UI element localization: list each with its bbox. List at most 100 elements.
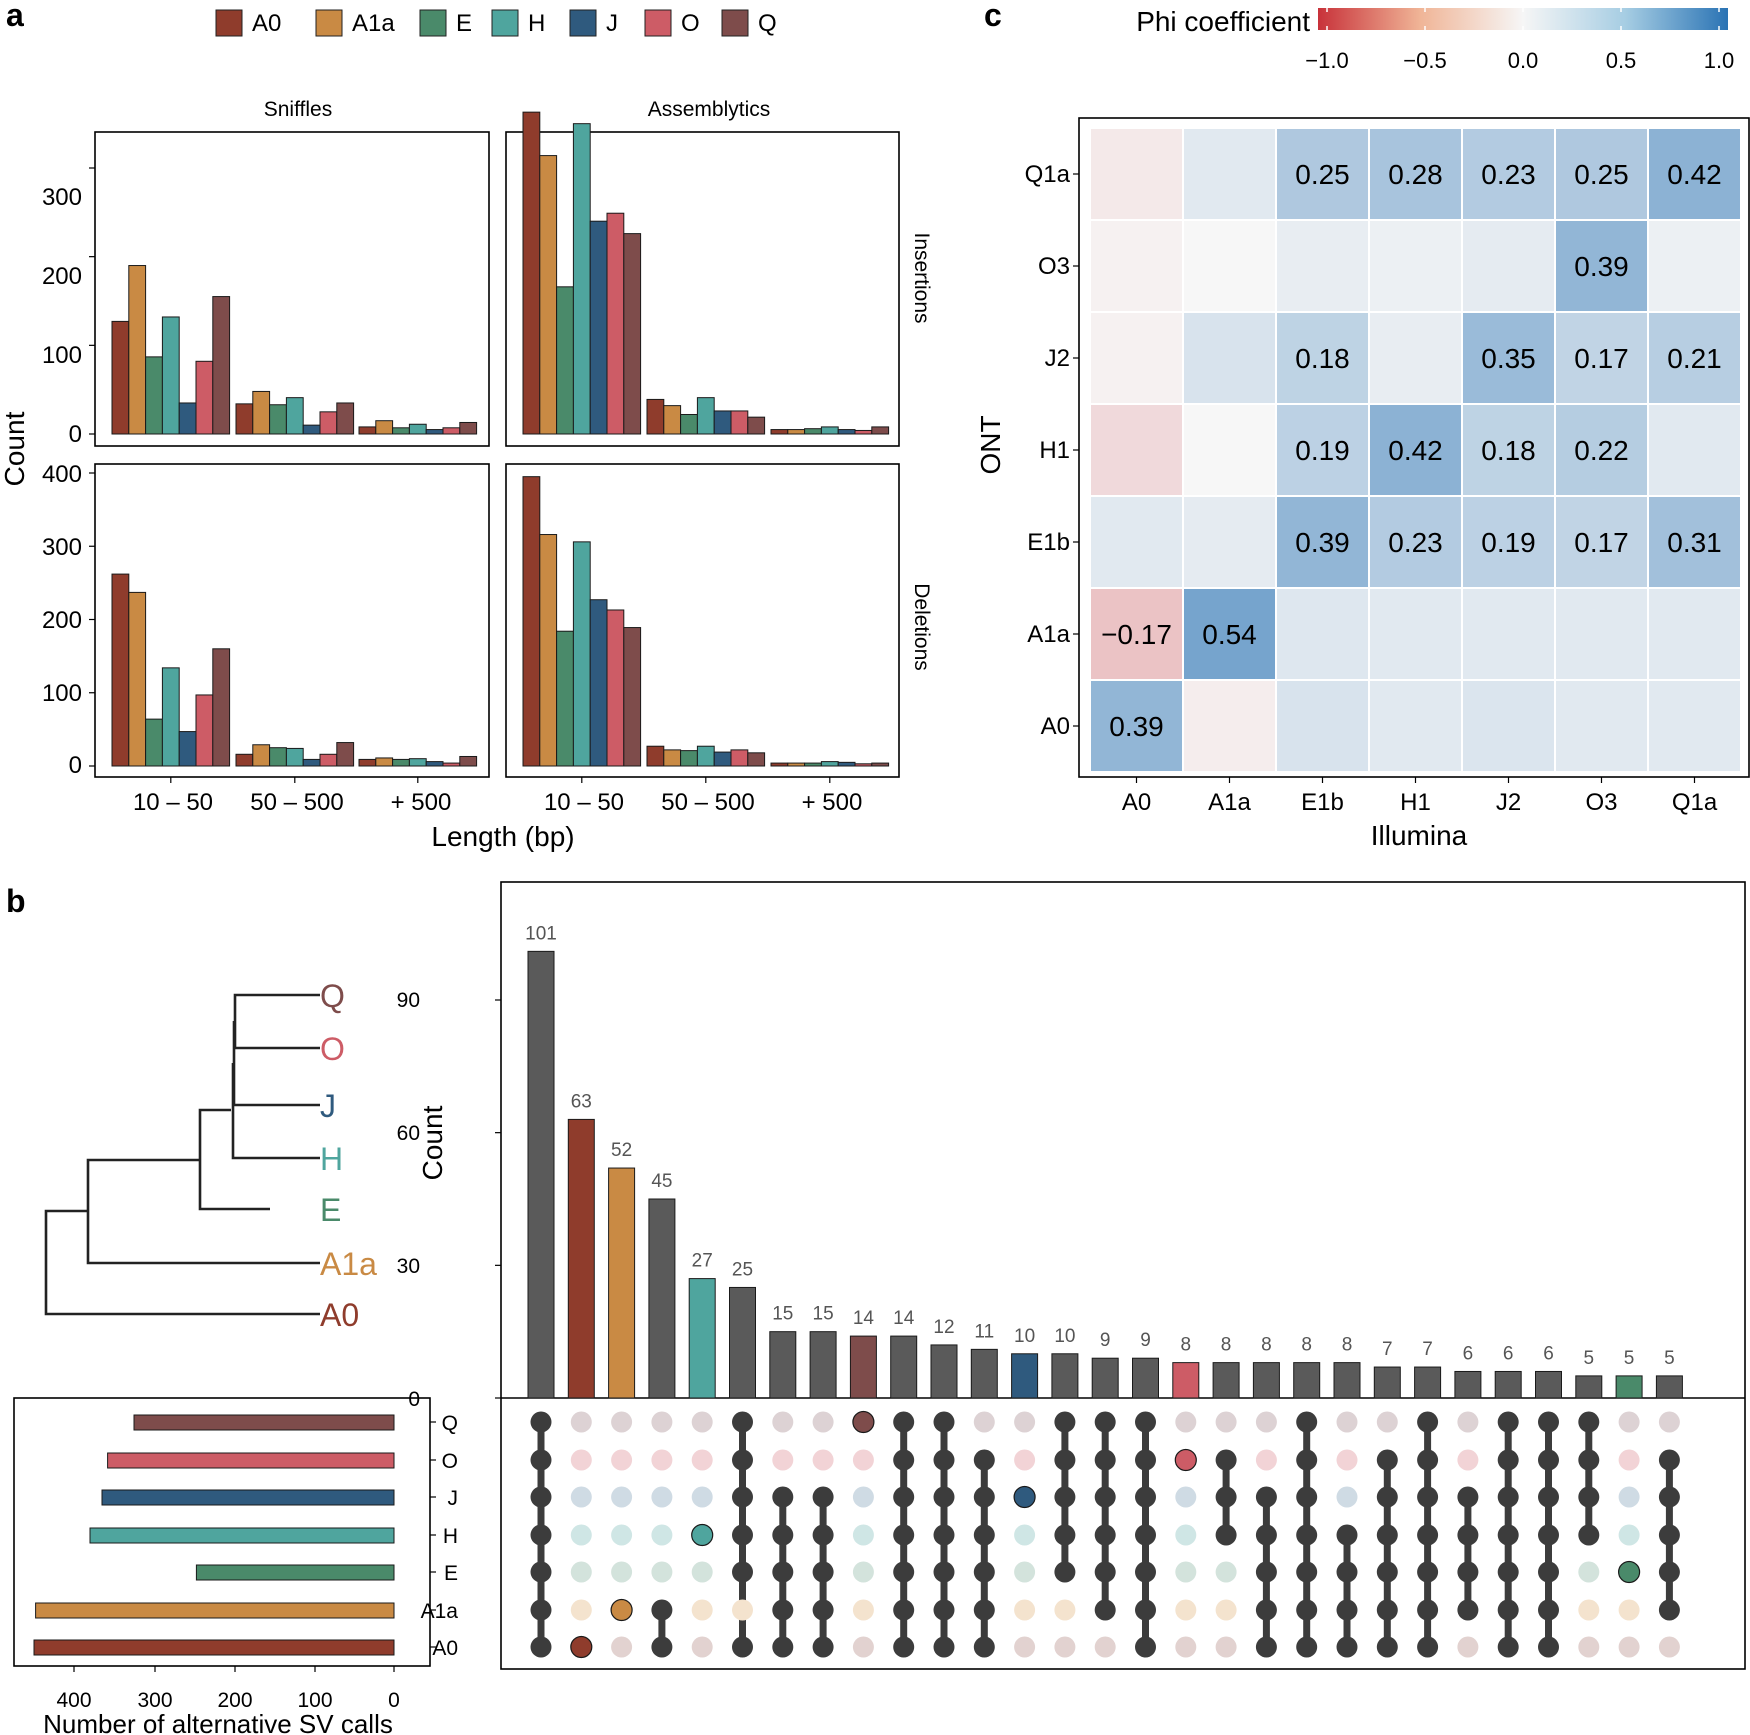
colorbar-tick-label: 0.5 <box>1606 48 1637 73</box>
bar-Assemblytics-Deletions-H <box>820 761 839 767</box>
heatmap-cell-J2-Q1a <box>1649 313 1740 403</box>
membership-dot-filled <box>1296 1449 1318 1471</box>
intersection-count-label: 14 <box>853 1308 875 1329</box>
membership-dot-filled <box>1336 1561 1358 1583</box>
heatmap-cell-E1b-J2 <box>1463 497 1554 587</box>
bar-Sniffles-Deletions-Q <box>459 755 478 767</box>
heatmap-cell-O3-H1 <box>1370 221 1461 311</box>
membership-dot-empty <box>852 1524 874 1546</box>
membership-dot-filled <box>1135 1561 1156 1583</box>
intersection-count-label: 45 <box>651 1171 672 1192</box>
heatmap-y-tick-label: J2 <box>1045 345 1070 372</box>
heatmap-cell-label: 0.39 <box>1295 527 1350 558</box>
membership-dot-filled <box>772 1486 794 1508</box>
heatmap-y-tick-label: O3 <box>1038 253 1070 280</box>
panel-a-faceted-bar-chart: Sniffles Assemblytics Insertions Deletio… <box>0 98 933 852</box>
membership-dot-filled <box>893 1636 915 1658</box>
y-tick-label: 400 <box>42 461 82 488</box>
bar-Assemblytics-Insertions-Q <box>747 416 766 435</box>
set-label-Q: Q <box>442 1412 458 1435</box>
heatmap-cell-A1a-O3 <box>1556 589 1647 679</box>
membership-dot-filled <box>1094 1524 1116 1546</box>
membership-dot-filled <box>1497 1411 1519 1433</box>
legend-label-A1a: A1a <box>352 10 395 37</box>
bar-Assemblytics-Deletions-E <box>804 762 822 767</box>
membership-dot-filled <box>893 1524 915 1546</box>
bar-Sniffles-Deletions-E <box>392 758 410 767</box>
set-size-bar-J <box>101 1489 395 1506</box>
intersection-count-label: 15 <box>772 1304 793 1325</box>
intersection-count-label: 8 <box>1342 1335 1353 1356</box>
membership-dot-filled <box>1457 1561 1479 1583</box>
membership-dot-filled <box>852 1410 875 1434</box>
intersection-bar <box>1454 1370 1482 1399</box>
membership-dot-empty <box>1014 1411 1036 1433</box>
membership-dot-filled <box>1135 1449 1156 1471</box>
legend-swatch-H <box>491 9 519 37</box>
legend-swatch-A0 <box>215 9 243 37</box>
facet-row-deletions: Deletions <box>910 583 933 671</box>
heatmap-y-tick-label: Q1a <box>1025 161 1071 188</box>
intersection-count-label: 6 <box>1503 1343 1514 1364</box>
membership-dot-filled <box>1054 1524 1076 1546</box>
heatmap-x-tick-label: Q1a <box>1672 789 1718 816</box>
membership-dot-empty <box>691 1599 713 1621</box>
bar-Sniffles-Deletions-O <box>319 753 338 767</box>
intersection-bar <box>608 1167 636 1399</box>
set-size-bar-Q <box>133 1414 395 1431</box>
bar-Assemblytics-Insertions-O <box>854 429 873 435</box>
membership-dot-filled <box>1255 1524 1277 1546</box>
intersection-bar <box>1132 1357 1159 1399</box>
membership-dot-filled <box>1417 1524 1439 1546</box>
membership-dot-filled <box>1417 1561 1439 1583</box>
heatmap-cell-Q1a-H1 <box>1370 129 1461 219</box>
set-label-A0: A0 <box>432 1637 458 1660</box>
membership-dot-filled <box>530 1449 552 1471</box>
membership-dot-empty <box>1175 1636 1197 1658</box>
legend-swatch-J <box>569 9 597 37</box>
heatmap-cell-label: 0.39 <box>1109 711 1164 742</box>
intersection-count-label: 9 <box>1140 1330 1151 1351</box>
bar-Assemblytics-Deletions-A1a <box>663 749 682 767</box>
membership-dot-filled <box>772 1561 794 1583</box>
heatmap-cell-label: 0.54 <box>1202 619 1257 650</box>
colorbar-tick-label: −1.0 <box>1305 48 1348 73</box>
heatmap-cell-A0-A0 <box>1091 681 1182 771</box>
dendrogram-branch <box>44 1209 320 1316</box>
intersection-count-label: 6 <box>1463 1343 1474 1364</box>
membership-dot-filled <box>732 1636 753 1658</box>
heatmap-cell-label: 0.25 <box>1574 159 1629 190</box>
heatmap-cell-J2-O3 <box>1556 313 1647 403</box>
heatmap-cell-J2-H1 <box>1370 313 1461 403</box>
bar-Assemblytics-Insertions-A1a <box>663 405 682 435</box>
legend-label-A0: A0 <box>252 10 281 37</box>
membership-dot-empty <box>570 1599 592 1621</box>
intersection-count-label: 14 <box>893 1308 915 1329</box>
intersection-bar <box>769 1331 797 1399</box>
dendrogram-branch <box>86 1158 320 1265</box>
intersection-bar <box>567 1118 595 1399</box>
heatmap-cell-label: 0.17 <box>1574 527 1629 558</box>
membership-dot-empty <box>1215 1599 1237 1621</box>
membership-dot-filled <box>893 1411 915 1433</box>
membership-dot-filled <box>732 1449 753 1471</box>
bar-Sniffles-Insertions-A0 <box>235 403 254 435</box>
heatmap-cell-label: −0.17 <box>1101 619 1172 650</box>
heatmap-cell-O3-O3 <box>1556 221 1647 311</box>
membership-dot-empty <box>1457 1636 1479 1658</box>
y-tick-label: 90 <box>397 989 420 1012</box>
membership-dot-empty <box>1618 1636 1640 1658</box>
dendrogram-branch <box>233 993 320 1050</box>
heatmap-cell-label: 0.23 <box>1481 159 1536 190</box>
membership-dot-filled <box>1497 1524 1519 1546</box>
heatmap-cell-E1b-E1b <box>1277 497 1368 587</box>
membership-dot-empty <box>651 1524 673 1546</box>
membership-dot-filled <box>1135 1486 1156 1508</box>
intersection-bar <box>1615 1375 1643 1399</box>
membership-dot-filled <box>1417 1636 1439 1658</box>
set-label-H: H <box>443 1525 458 1548</box>
facet-title-sniffles: Sniffles <box>264 98 333 121</box>
x-tick-label: 10 – 50 <box>133 789 213 816</box>
membership-dot-filled <box>893 1599 915 1621</box>
